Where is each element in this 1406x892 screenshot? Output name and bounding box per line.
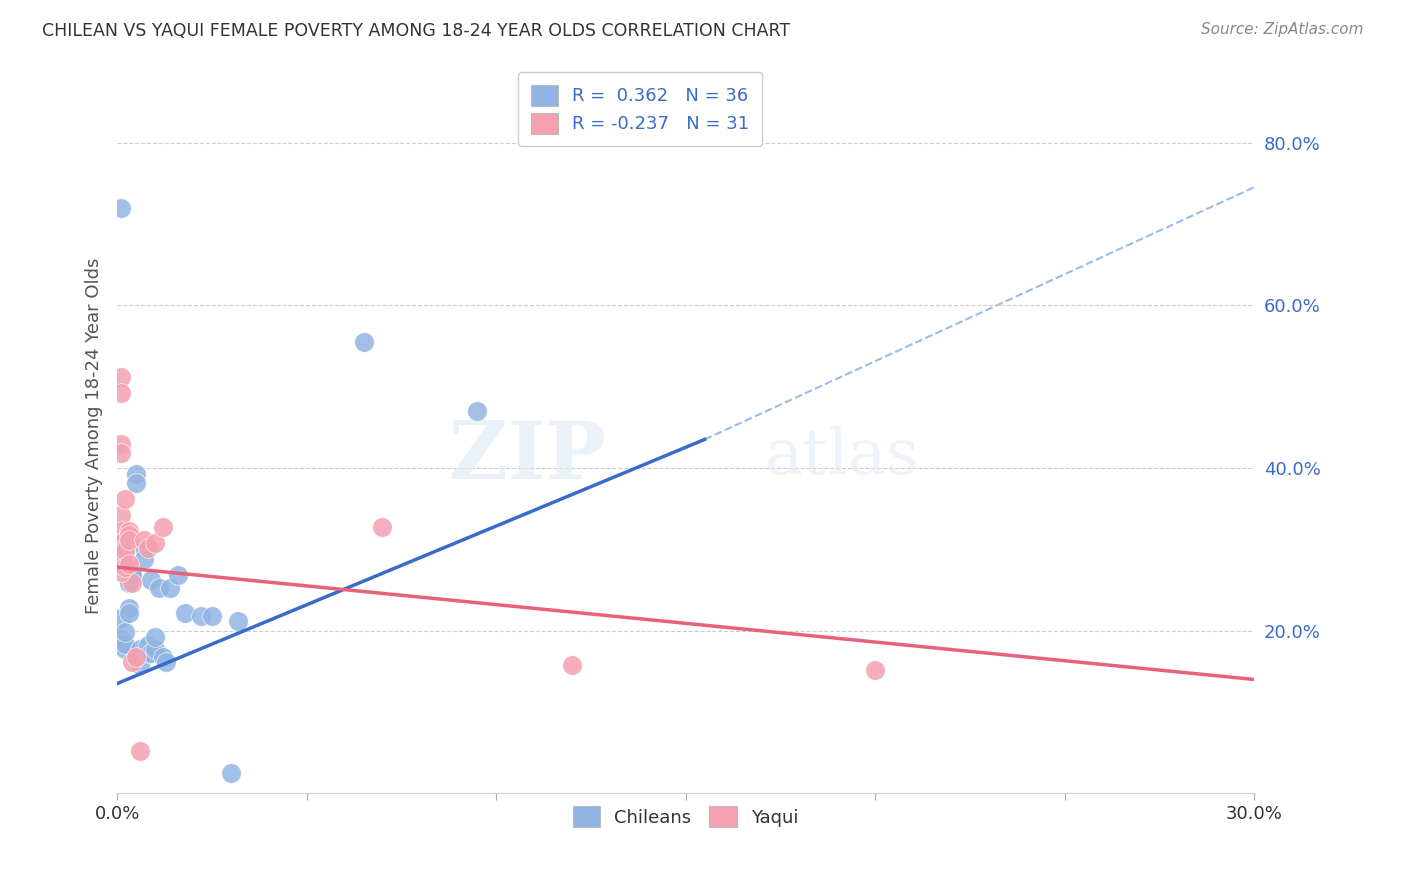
Point	[110, 636, 132, 650]
Point	[117, 606, 139, 620]
Text: Source: ZipAtlas.com: Source: ZipAtlas.com	[1201, 22, 1364, 37]
Point	[110, 541, 132, 555]
Point	[201, 609, 224, 624]
Point	[114, 625, 136, 640]
Point	[110, 201, 132, 215]
Point	[863, 663, 886, 677]
Point	[159, 582, 181, 596]
Text: atlas: atlas	[765, 426, 920, 487]
Point	[136, 647, 159, 661]
Point	[117, 600, 139, 615]
Point	[125, 475, 148, 490]
Point	[219, 766, 242, 780]
Point	[110, 535, 132, 549]
Point	[121, 576, 143, 591]
Point	[143, 641, 166, 656]
Point	[114, 638, 136, 652]
Point	[132, 541, 155, 555]
Point	[125, 649, 148, 664]
Point	[121, 565, 143, 579]
Point	[132, 533, 155, 547]
Point	[143, 630, 166, 644]
Point	[141, 573, 163, 587]
Point	[371, 519, 394, 533]
Point	[152, 519, 174, 533]
Point	[110, 386, 132, 401]
Point	[136, 638, 159, 652]
Point	[110, 552, 132, 566]
Point	[110, 565, 132, 579]
Point	[141, 647, 163, 661]
Point	[155, 655, 177, 669]
Point	[121, 655, 143, 669]
Point	[114, 560, 136, 574]
Point	[129, 657, 152, 672]
Point	[136, 541, 159, 555]
Point	[110, 508, 132, 522]
Point	[114, 541, 136, 555]
Point	[117, 557, 139, 571]
Point	[148, 582, 170, 596]
Point	[117, 524, 139, 539]
Point	[125, 467, 148, 482]
Point	[114, 533, 136, 547]
Text: ZIP: ZIP	[449, 417, 606, 496]
Point	[110, 446, 132, 460]
Point	[174, 606, 197, 620]
Point	[110, 436, 132, 450]
Text: CHILEAN VS YAQUI FEMALE POVERTY AMONG 18-24 YEAR OLDS CORRELATION CHART: CHILEAN VS YAQUI FEMALE POVERTY AMONG 18…	[42, 22, 790, 40]
Point	[110, 544, 132, 558]
Point	[228, 614, 250, 628]
Point	[129, 641, 152, 656]
Point	[117, 576, 139, 591]
Point	[114, 544, 136, 558]
Point	[465, 404, 488, 418]
Point	[110, 632, 132, 646]
Point	[132, 552, 155, 566]
Y-axis label: Female Poverty Among 18-24 Year Olds: Female Poverty Among 18-24 Year Olds	[86, 257, 103, 614]
Point	[166, 568, 188, 582]
Point	[110, 524, 132, 539]
Point	[110, 611, 132, 625]
Point	[143, 535, 166, 549]
Legend: Chileans, Yaqui: Chileans, Yaqui	[565, 799, 806, 834]
Point	[561, 657, 583, 672]
Point	[110, 369, 132, 384]
Point	[190, 609, 212, 624]
Point	[114, 641, 136, 656]
Point	[114, 491, 136, 506]
Point	[129, 744, 152, 758]
Point	[152, 649, 174, 664]
Point	[117, 533, 139, 547]
Point	[353, 334, 375, 349]
Point	[117, 527, 139, 541]
Point	[121, 568, 143, 582]
